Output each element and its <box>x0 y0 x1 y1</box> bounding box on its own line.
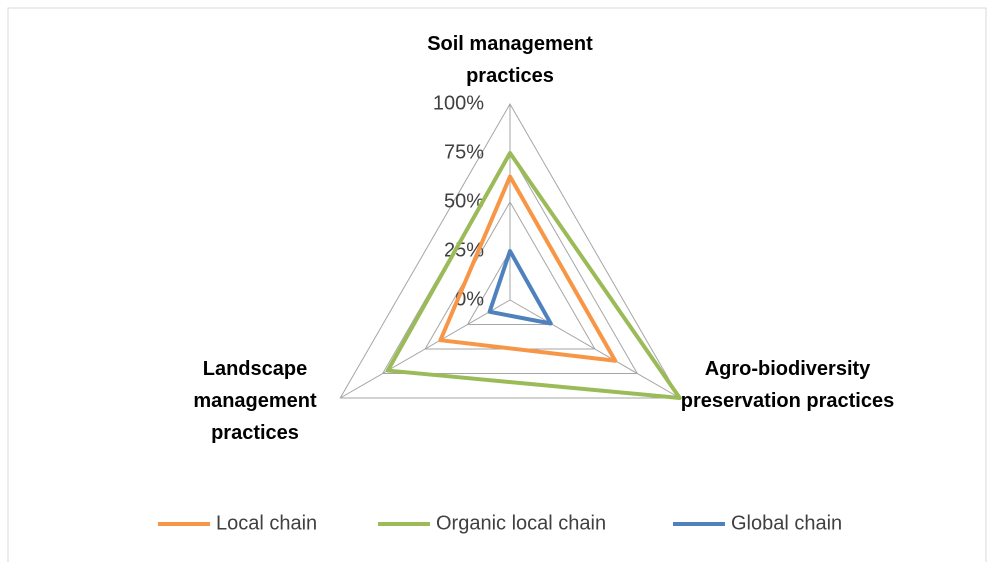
series-line <box>487 249 553 326</box>
y-tick-label: 50% <box>444 190 484 212</box>
legend-label: Local chain <box>216 512 317 534</box>
category-label: Soil management practices <box>427 33 593 87</box>
series-line <box>438 174 618 363</box>
y-tick-label: 0% <box>455 288 484 310</box>
y-tick-label: 100% <box>433 92 484 114</box>
category-label: Agro-biodiversity preservation practices <box>680 358 895 412</box>
legend-label: Organic local chain <box>436 512 606 534</box>
spoke <box>509 299 680 399</box>
legend-label: Global chain <box>731 512 842 534</box>
category-label: Landscape management practices <box>193 358 317 444</box>
series-line <box>385 151 682 400</box>
y-tick-label: 75% <box>444 141 484 163</box>
chart-border <box>7 7 987 562</box>
grid-ring <box>339 102 681 399</box>
spoke <box>340 299 511 399</box>
